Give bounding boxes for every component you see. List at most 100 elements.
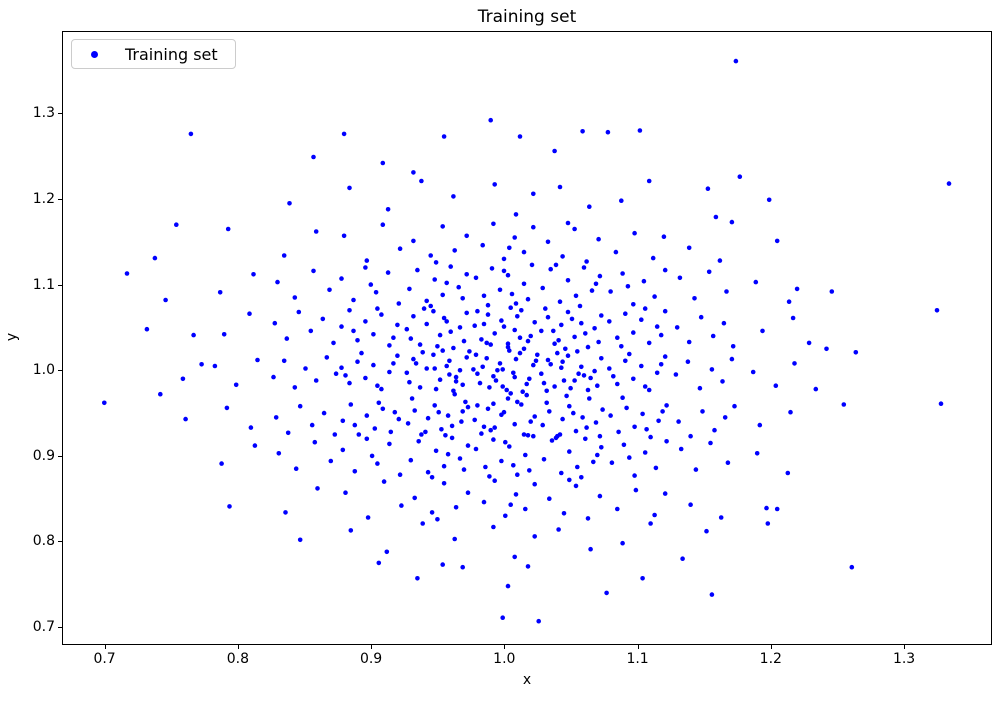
x-tick-mark [770,645,772,649]
scatter-point [485,312,491,317]
scatter-point [548,266,553,272]
scatter-point [709,367,715,372]
scatter-point [600,407,605,412]
scatter-point [505,344,511,350]
scatter-point [646,387,652,393]
scatter-point [411,314,416,319]
scatter-point [712,427,717,433]
scatter-point [347,185,352,191]
scatter-point [785,470,791,476]
scatter-point [499,458,504,464]
scatter-point [313,378,319,383]
scatter-point [688,502,693,508]
scatter-point [465,404,471,410]
scatter-point [441,315,447,321]
scatter-point [583,436,588,442]
scatter-point [523,452,528,458]
scatter-point [387,369,392,375]
scatter-point [615,381,620,387]
scatter-point [248,425,254,430]
scatter-point [355,338,360,343]
scatter-point [233,382,239,388]
scatter-point [348,402,354,407]
scatter-point [662,267,668,273]
scatter-point [624,405,629,411]
scatter-point [615,506,620,512]
scatter-point [433,260,439,265]
scatter-point [411,170,416,175]
scatter-point [631,302,636,307]
scatter-point [531,224,536,230]
scatter-point [513,301,519,306]
scatter-point [599,445,604,450]
scatter-point [487,474,492,479]
scatter-point [503,439,508,445]
scatter-point [461,338,467,344]
scatter-point [724,289,729,294]
scatter-point [471,367,476,372]
scatter-point [373,290,379,295]
scatter-point [531,433,536,439]
scatter-point [443,433,448,438]
scatter-point [493,378,499,383]
scatter-point [348,528,354,533]
scatter-point [381,479,387,484]
scatter-point [272,320,278,326]
scatter-point [632,473,637,478]
x-axis-label: x [522,672,532,688]
scatter-point [375,383,380,389]
scatter-point [575,349,580,354]
scatter-point [625,284,631,289]
scatter-point [388,429,394,435]
scatter-point [435,344,440,349]
scatter-point [525,338,531,344]
scatter-point [505,272,511,278]
scatter-point [395,322,400,328]
scatter-point [573,483,579,489]
scatter-point [467,349,472,354]
scatter-point [183,416,188,422]
scatter-point [453,374,459,380]
scatter-point [276,451,282,456]
scatter-point [359,350,364,356]
scatter-point [593,420,599,425]
scatter-point [685,359,691,365]
x-tick-label: 1.2 [759,651,782,667]
x-tick-label: 1.1 [626,651,649,667]
scatter-point [525,433,531,438]
scatter-point [292,385,298,390]
scatter-point [347,380,352,386]
scatter-point [464,233,470,239]
scatter-point [341,233,347,239]
scatter-point [444,363,450,369]
scatter-point [792,361,797,366]
y-tick-label: 0.7 [32,619,55,635]
scatter-point [275,279,280,285]
scatter-point [424,298,430,304]
scatter-point [448,329,454,335]
scatter-point [710,333,716,339]
scatter-point [664,403,669,408]
scatter-point [515,314,520,319]
scatter-point [521,249,527,255]
scatter-point [631,376,636,382]
scatter-point [677,275,683,281]
scatter-point [650,255,656,261]
scatter-point [340,418,346,424]
scatter-point [623,358,628,364]
scatter-point [491,221,496,227]
scatter-point [654,324,660,329]
scatter-point [312,439,318,445]
scatter-point [163,297,168,303]
scatter-point [640,411,645,417]
scatter-point [436,409,442,415]
scatter-point [332,432,338,437]
scatter-point [709,592,715,597]
x-tick-label: 0.8 [226,651,250,667]
scatter-point [385,270,391,275]
scatter-point [293,466,299,472]
scatter-point [934,308,940,313]
scatter-point [661,234,667,239]
scatter-point [412,495,418,501]
